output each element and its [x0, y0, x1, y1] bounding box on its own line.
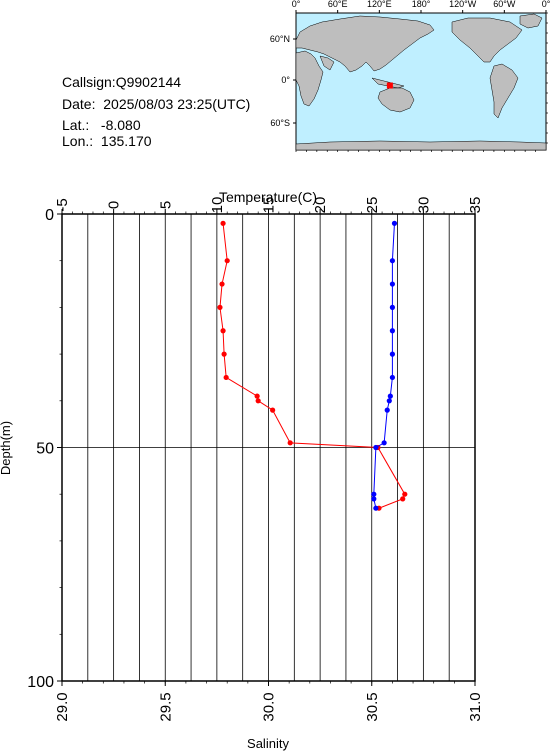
- profile-chart: -5 0 5 10 15 20 25 30 35 29.0 29.5 30.0 30.5 31.0 05…: [0, 189, 484, 751]
- temperature-tick-label: 20: [312, 197, 329, 214]
- map-lon-tick-label: 120°W: [449, 0, 477, 9]
- salinity-tick-label: 31.0: [467, 692, 484, 721]
- salinity-point: [373, 505, 379, 511]
- land-antarctica: [295, 140, 547, 151]
- depth-tick-label: 100: [27, 674, 54, 691]
- map-lat-tick-label: 60°S: [270, 118, 290, 128]
- salinity-point: [371, 491, 377, 497]
- map-lat-tick-label: 0°: [281, 75, 290, 85]
- lon-line: Lon.: 135.170: [62, 132, 152, 150]
- map-lat-tick-label: 60°N: [270, 34, 290, 44]
- lon-value: 135.170: [100, 133, 152, 149]
- temperature-tick-label: 25: [364, 197, 381, 214]
- temperature-tick-label: 5: [157, 201, 174, 209]
- temperature-tick-label: 0: [106, 201, 123, 209]
- temperature-tick-label: 30: [415, 197, 432, 214]
- temperature-point: [219, 281, 225, 287]
- map-ticks: 0° 60°E 120°E 180° 120°W 60°W 0° 60°N 0° 60°S: [270, 0, 551, 152]
- temperature-point: [221, 351, 227, 357]
- land-greenland: [519, 13, 543, 29]
- date-label: Date:: [62, 96, 96, 112]
- temperature-point: [255, 398, 261, 404]
- land-south-america: [489, 63, 519, 119]
- depth-tick-label: 50: [36, 441, 54, 458]
- series-layer: [217, 220, 408, 511]
- salinity-axis-label: Salinity: [247, 736, 289, 751]
- salinity-tick-label: 30.5: [364, 692, 381, 721]
- salinity-point: [389, 258, 395, 264]
- temperature-point: [254, 393, 260, 399]
- salinity-tick-label: 29.5: [157, 692, 174, 721]
- map-lon-tick-label: 120°E: [367, 0, 392, 9]
- temperature-axis-label: Temperature(C): [219, 189, 317, 205]
- salinity-point: [373, 444, 379, 451]
- map-lon-tick-label: 0°: [292, 0, 301, 9]
- temperature-tick-label: 35: [467, 197, 484, 214]
- temperature-point: [220, 328, 226, 334]
- salinity-point: [387, 393, 393, 399]
- temperature-tick-label: 10: [209, 197, 226, 214]
- land-australia: [377, 87, 415, 113]
- temperature-point: [224, 258, 230, 264]
- map-lon-tick-label: 180°: [412, 0, 431, 9]
- depth-axis-label: Depth(m): [0, 421, 13, 475]
- temperature-point: [287, 440, 293, 446]
- depth-axis: 0 50 100: [27, 207, 62, 691]
- temperature-point: [217, 304, 223, 310]
- temperature-point: [270, 407, 276, 413]
- map-lon-tick-label: 0°: [542, 0, 551, 9]
- temperature-tick-label: -5: [54, 198, 71, 211]
- callsign-value: Q9902144: [115, 74, 182, 90]
- station-marker: [386, 82, 393, 89]
- temperature-point: [220, 220, 226, 226]
- temperature-point: [223, 374, 229, 381]
- lon-label: Lon.:: [62, 133, 94, 149]
- salinity-point: [389, 281, 395, 287]
- temperature-point: [400, 496, 406, 502]
- temperature-point: [402, 491, 408, 497]
- world-map: 0° 60°E 120°E 180° 120°W 60°W 0° 60°N 0° 60°S: [270, 0, 551, 152]
- temperature-tick-label: 15: [261, 197, 278, 214]
- map-land: [295, 13, 547, 151]
- lat-label: Lat.:: [62, 117, 90, 133]
- salinity-point: [389, 304, 395, 310]
- map-lon-tick-label: 60°E: [328, 0, 348, 9]
- salinity-point: [389, 374, 395, 381]
- station-marker-dot: [386, 82, 393, 89]
- salinity-tick-label: 30.0: [261, 692, 278, 721]
- depth-tick-label: 0: [45, 207, 54, 224]
- lat-line: Lat.: -8.080: [62, 116, 141, 134]
- salinity-point: [389, 351, 395, 357]
- salinity-point: [371, 496, 377, 502]
- salinity-point: [389, 328, 395, 334]
- salinity-axis: 29.0 29.5 30.0 30.5 31.0: [54, 681, 484, 722]
- salinity-point: [381, 440, 387, 446]
- land-arabia: [319, 55, 335, 71]
- salinity-point: [391, 220, 398, 226]
- callsign-line: Callsign:Q9902144: [62, 73, 181, 91]
- date-value: 2025/08/03 23:25(UTC): [103, 96, 251, 112]
- land-north-america: [451, 17, 523, 63]
- temperature-axis: -5 0 5 10 15 20 25 30 35: [54, 197, 484, 214]
- salinity-point: [384, 407, 390, 413]
- salinity-tick-label: 29.0: [54, 692, 71, 721]
- land-eurasia: [295, 15, 435, 73]
- lat-value: -8.080: [100, 117, 141, 133]
- callsign-label: Callsign:: [62, 74, 116, 90]
- map-lon-tick-label: 60°W: [493, 0, 516, 9]
- date-line: Date: 2025/08/03 23:25(UTC): [62, 95, 250, 113]
- land-africa: [295, 50, 324, 107]
- salinity-point: [386, 398, 392, 404]
